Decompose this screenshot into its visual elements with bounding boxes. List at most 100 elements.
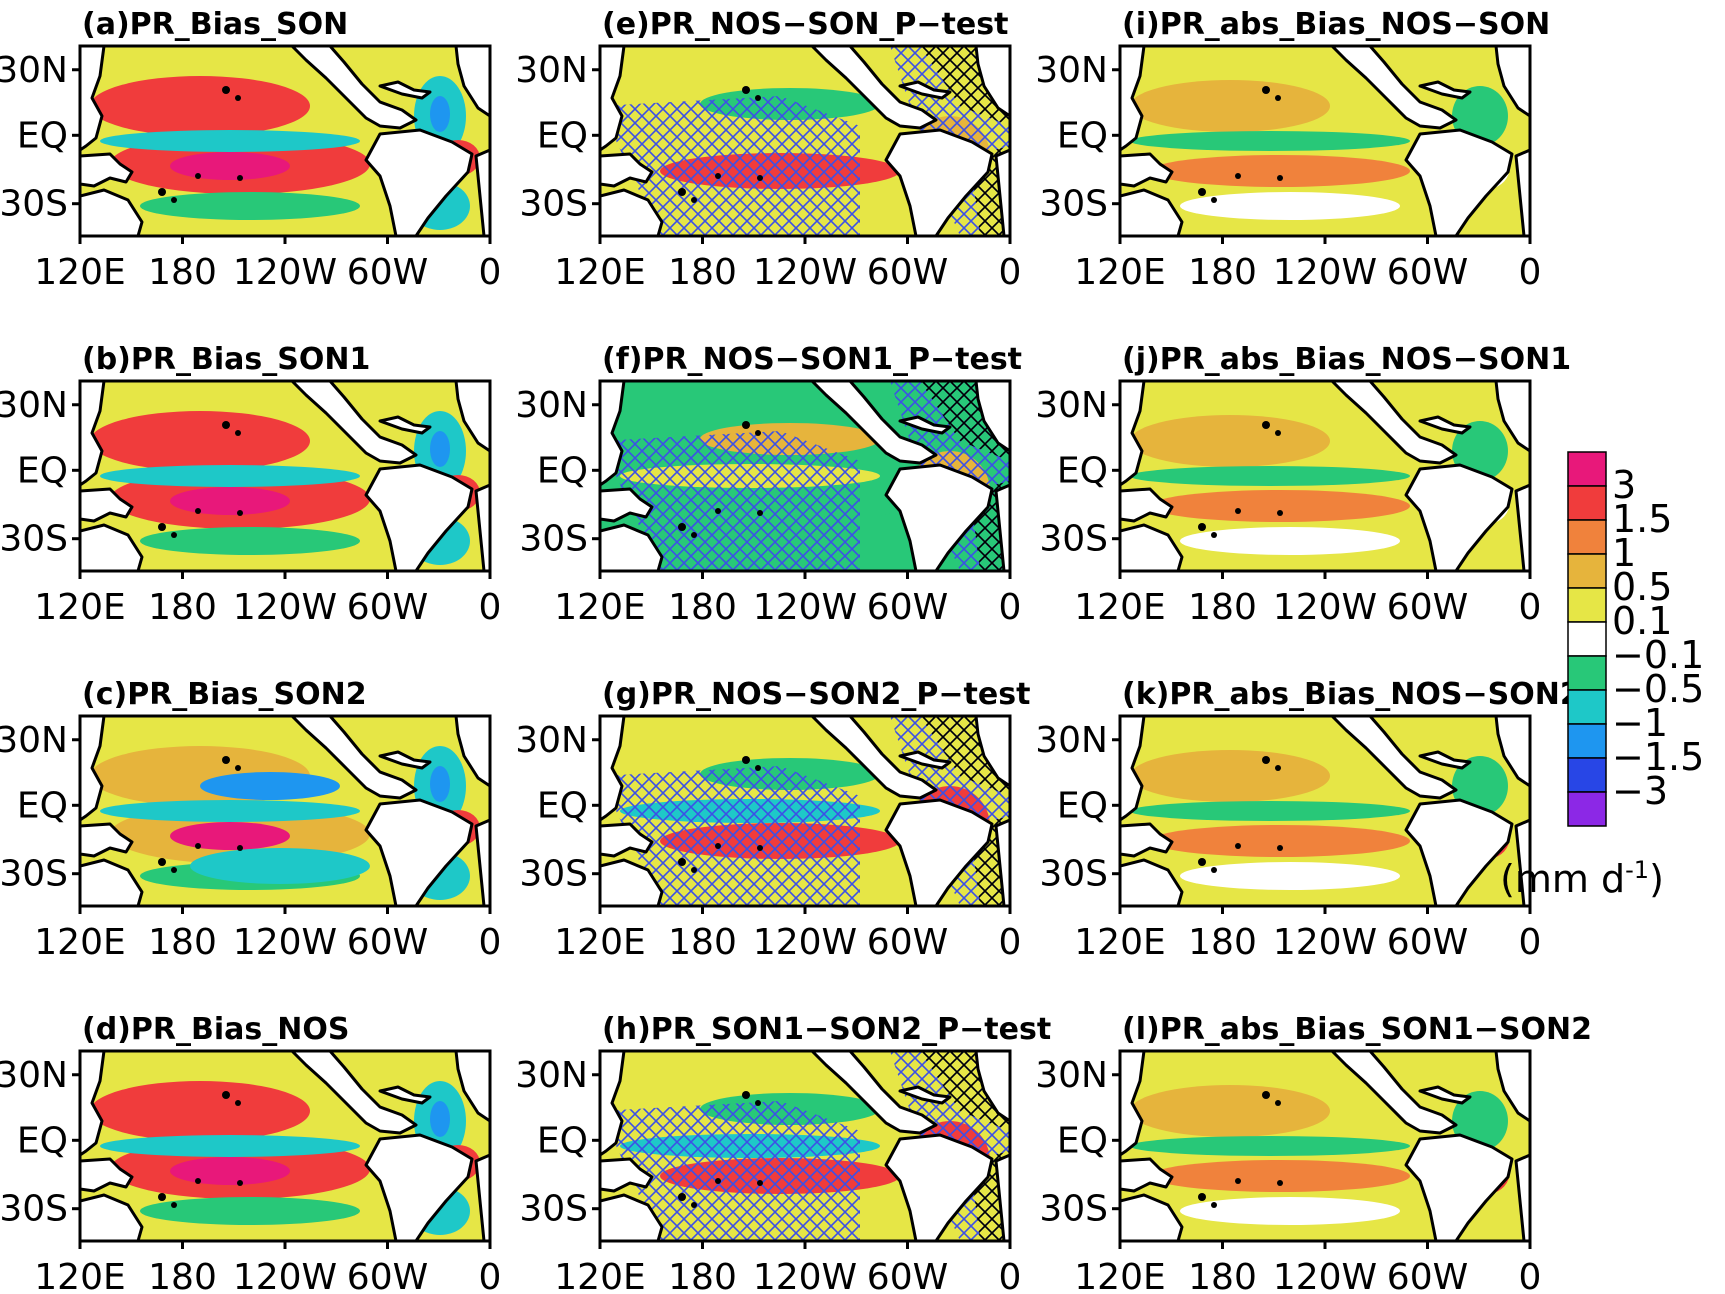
lon-tick-label: 180 xyxy=(668,587,737,628)
lon-tick-label: 120E xyxy=(34,587,125,628)
lon-tick-label: 0 xyxy=(479,922,502,963)
lon-tick-label: 120E xyxy=(34,1257,125,1294)
lon-tick-label: 60W xyxy=(347,587,428,628)
colorbar-swatch xyxy=(1567,451,1607,487)
lat-tick-label: 30S xyxy=(519,184,588,225)
lon-tick-label: 120W xyxy=(753,1257,857,1294)
lon-tick-label: 180 xyxy=(148,922,217,963)
lat-tick-label: 30N xyxy=(1035,385,1108,426)
precip-field xyxy=(600,381,1010,571)
lat-tick-label: 30S xyxy=(0,184,68,225)
map-panel-j: (j)PR_abs_Bias_NOS−SON1 30N EQ 30S 120E 180 12… xyxy=(1035,342,1571,628)
lat-tick-label: 30S xyxy=(1039,519,1108,560)
lon-tick-label: 120W xyxy=(233,252,337,293)
lon-tick-label: 0 xyxy=(1519,922,1542,963)
lon-tick-label: 0 xyxy=(1519,1257,1542,1294)
map-panel-h: (h)PR_SON1−SON2_P−test 30N EQ 30S 120E 180 120… xyxy=(515,1012,1051,1294)
lon-tick-label: 120W xyxy=(753,922,857,963)
colorbar-label: 3 xyxy=(1612,463,1636,507)
lat-tick-label: EQ xyxy=(17,115,68,156)
lon-tick-label: 120E xyxy=(34,252,125,293)
map-panel-l: (l)PR_abs_Bias_SON1−SON2 30N EQ 30S 120E 180 1… xyxy=(1035,1012,1592,1294)
lon-tick-label: 60W xyxy=(1387,587,1468,628)
lat-tick-label: 30S xyxy=(519,1189,588,1230)
lat-tick-label: EQ xyxy=(537,1120,588,1161)
lon-tick-label: 60W xyxy=(867,252,948,293)
significance-hatch xyxy=(600,381,1010,571)
map-panel-a: (a)PR_Bias_SON 30N EQ 30S 120E 180 120W 60W 0 xyxy=(0,7,501,293)
map-panel-g: (g)PR_NOS−SON2_P−test 30N EQ 30S 120E 180 120W… xyxy=(515,677,1030,963)
panel-title: (g)PR_NOS−SON2_P−test xyxy=(602,677,1030,712)
colorbar-label: 1.5 xyxy=(1612,497,1672,541)
lon-tick-label: 180 xyxy=(668,922,737,963)
colorbar-swatch xyxy=(1567,791,1607,827)
panel-title: (c)PR_Bias_SON2 xyxy=(82,677,367,712)
panel-title: (k)PR_abs_Bias_NOS−SON2 xyxy=(1122,677,1581,712)
lon-tick-label: 180 xyxy=(148,252,217,293)
lat-tick-label: 30N xyxy=(1035,720,1108,761)
precip-field xyxy=(1120,716,1530,906)
lat-tick-label: 30S xyxy=(519,519,588,560)
colorbar-label: −3 xyxy=(1612,769,1668,813)
lon-tick-label: 120W xyxy=(233,587,337,628)
colorbar-label: −1.5 xyxy=(1612,735,1704,779)
lat-tick-label: EQ xyxy=(1057,785,1108,826)
colorbar-label: −1 xyxy=(1612,701,1668,745)
lat-tick-label: 30N xyxy=(515,50,588,91)
lon-tick-label: 0 xyxy=(999,587,1022,628)
lon-tick-label: 60W xyxy=(347,922,428,963)
lon-tick-label: 120E xyxy=(1074,922,1165,963)
map-panel-d: (d)PR_Bias_NOS 30N EQ 30S 120E 180 120W 60W 0 xyxy=(0,1012,501,1294)
precip-field xyxy=(80,381,490,571)
lat-tick-label: 30N xyxy=(0,50,68,91)
lon-tick-label: 0 xyxy=(479,252,502,293)
lon-tick-label: 0 xyxy=(1519,252,1542,293)
colorbar-swatch xyxy=(1567,587,1607,623)
lon-tick-label: 60W xyxy=(1387,922,1468,963)
lat-tick-label: 30S xyxy=(0,519,68,560)
colorbar-swatch xyxy=(1567,655,1607,691)
lon-tick-label: 120W xyxy=(233,922,337,963)
lat-tick-label: EQ xyxy=(17,785,68,826)
lat-tick-label: 30S xyxy=(519,854,588,895)
colorbar-swatch xyxy=(1567,723,1607,759)
lon-tick-label: 0 xyxy=(999,1257,1022,1294)
map-panel-k: (k)PR_abs_Bias_NOS−SON2 30N EQ 30S 120E 180 12… xyxy=(1035,677,1580,963)
panel-title: (d)PR_Bias_NOS xyxy=(82,1012,349,1047)
lat-tick-label: 30S xyxy=(1039,1189,1108,1230)
lat-tick-label: 30N xyxy=(0,1055,68,1096)
map-panel-f: (f)PR_NOS−SON1_P−test 30N EQ 30S 120E 180 120W… xyxy=(515,342,1022,628)
lon-tick-label: 120E xyxy=(34,922,125,963)
lon-tick-label: 60W xyxy=(867,1257,948,1294)
lon-tick-label: 120W xyxy=(753,252,857,293)
lat-tick-label: EQ xyxy=(537,785,588,826)
lon-tick-label: 120E xyxy=(554,587,645,628)
lon-tick-label: 180 xyxy=(1188,587,1257,628)
lat-tick-label: EQ xyxy=(537,450,588,491)
panel-title: (i)PR_abs_Bias_NOS−SON xyxy=(1122,7,1550,42)
lat-tick-label: EQ xyxy=(17,450,68,491)
lon-tick-label: 120W xyxy=(1273,1257,1377,1294)
lat-tick-label: EQ xyxy=(17,1120,68,1161)
panel-title: (l)PR_abs_Bias_SON1−SON2 xyxy=(1122,1012,1592,1047)
map-panel-b: (b)PR_Bias_SON1 30N EQ 30S 120E 180 120W 60W 0 xyxy=(0,342,501,628)
lon-tick-label: 120E xyxy=(554,1257,645,1294)
lon-tick-label: 60W xyxy=(347,1257,428,1294)
lon-tick-label: 0 xyxy=(999,922,1022,963)
precip-field xyxy=(1120,1051,1530,1241)
precip-field xyxy=(80,716,490,906)
precip-field xyxy=(600,46,1010,236)
panel-title: (a)PR_Bias_SON xyxy=(82,7,348,42)
colorbar-label: −0.1 xyxy=(1612,633,1704,677)
lon-tick-label: 180 xyxy=(668,252,737,293)
panel-title: (b)PR_Bias_SON1 xyxy=(82,342,370,377)
lon-tick-label: 120W xyxy=(233,1257,337,1294)
lat-tick-label: 30S xyxy=(0,854,68,895)
panel-title: (j)PR_abs_Bias_NOS−SON1 xyxy=(1122,342,1571,377)
lon-tick-label: 180 xyxy=(668,1257,737,1294)
lon-tick-label: 60W xyxy=(1387,1257,1468,1294)
lat-tick-label: 30N xyxy=(515,1055,588,1096)
colorbar-label: 0.1 xyxy=(1612,599,1672,643)
lon-tick-label: 120E xyxy=(554,922,645,963)
